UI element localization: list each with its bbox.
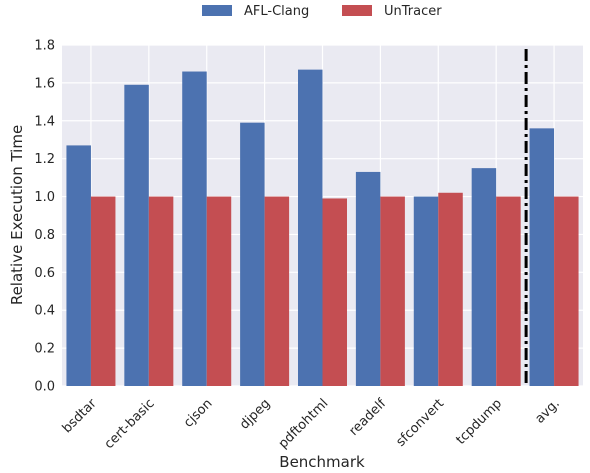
y-axis-title: Relative Execution Time [8,125,26,305]
x-tick-label: tcpdump [453,396,505,448]
x-tick-label: readelf [346,396,389,439]
legend: AFL-Clang UnTracer [202,4,442,19]
bar-afl-clang-pdftohtml [298,69,323,386]
bar-untracer-avg [554,196,579,386]
y-tick-label: 0.4 [34,304,55,319]
x-axis-title: Benchmark [279,453,365,471]
bar-untracer-pdftohtml [322,198,347,386]
y-tick-label: 1.2 [34,152,55,167]
x-tick-label: avg. [532,396,562,426]
bar-afl-clang-cjson [182,71,207,387]
y-tick-label: 0.2 [34,342,55,357]
bar-untracer-cjson [206,196,232,386]
legend-swatch-afl-clang [202,5,232,16]
x-tick-label: cert-basic [102,396,158,452]
legend-label-untracer: UnTracer [384,4,442,19]
bar-afl-clang-tcpdump [471,168,497,386]
bar-untracer-readelf [380,196,405,386]
bar-afl-clang-bsdtar [66,145,91,386]
bar-untracer-djpeg [264,196,290,386]
y-tick-label: 1.0 [34,190,55,205]
x-tick-label: pdftohtml [276,396,332,452]
bar-afl-clang-avg [529,128,555,386]
bar-untracer-tcpdump [496,196,521,386]
x-tick-label: bsdtar [60,396,101,437]
x-axis-ticks: bsdtar cert-basic cjson djpeg pdftohtml reade… [60,396,563,452]
y-tick-label: 0.8 [34,228,55,243]
y-tick-label: 0.0 [34,380,55,395]
bar-untracer-bsdtar [90,196,116,386]
bar-afl-clang-cert-basic [124,84,149,387]
y-tick-label: 1.4 [34,114,55,129]
bar-afl-clang-djpeg [240,122,265,386]
x-tick-label: djpeg [237,396,273,432]
y-tick-label: 0.6 [34,266,55,281]
legend-swatch-untracer [342,5,372,16]
bar-afl-clang-sfconvert [413,196,439,386]
y-tick-label: 1.6 [34,76,55,91]
bars [66,69,579,387]
y-tick-label: 1.8 [34,39,55,54]
bar-afl-clang-readelf [355,171,381,386]
x-tick-label: cjson [181,396,215,430]
y-axis-ticks: 0.0 0.2 0.4 0.6 0.8 1.0 1.2 1.4 1.6 1.8 [34,39,55,395]
legend-label-afl-clang: AFL-Clang [244,4,309,19]
x-tick-label: sfconvert [393,396,447,450]
bar-untracer-sfconvert [438,192,463,386]
bar-untracer-cert-basic [148,196,174,386]
